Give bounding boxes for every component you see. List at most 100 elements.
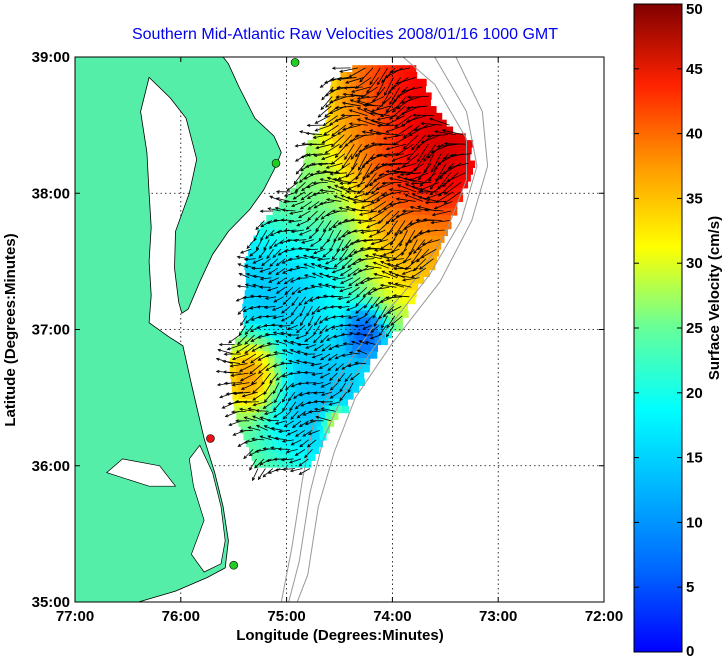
speed-cell xyxy=(355,221,363,230)
velocity-arrow xyxy=(300,191,313,201)
speed-cell xyxy=(244,344,252,352)
velocity-arrow xyxy=(250,353,264,364)
speed-cell xyxy=(350,126,358,134)
velocity-arrow xyxy=(296,220,309,227)
speed-cell xyxy=(276,262,284,271)
speed-cell xyxy=(277,255,285,264)
colorbar xyxy=(633,3,683,653)
speed-cell xyxy=(355,85,363,94)
speed-cell xyxy=(411,283,419,291)
speed-cell xyxy=(337,358,345,366)
velocity-arrow xyxy=(280,218,295,222)
speed-cell xyxy=(364,228,372,237)
velocity-arrow xyxy=(307,201,320,211)
speed-cell xyxy=(292,337,300,346)
velocity-arrow xyxy=(302,360,315,365)
velocity-arrow xyxy=(249,458,257,471)
speed-cell xyxy=(338,317,346,325)
speed-cell xyxy=(376,310,384,318)
velocity-arrow xyxy=(342,92,362,97)
speed-cell xyxy=(334,180,342,189)
velocity-arrow xyxy=(283,191,298,197)
land xyxy=(75,57,282,602)
speed-cell xyxy=(384,262,392,271)
velocity-arrow xyxy=(323,124,339,136)
velocity-arrow xyxy=(263,410,277,415)
speed-cell xyxy=(385,276,393,284)
velocity-arrow xyxy=(327,363,337,371)
velocity-arrow xyxy=(259,285,271,289)
velocity-arrow xyxy=(395,197,416,202)
speed-cell xyxy=(408,296,416,305)
velocity-arrow xyxy=(322,169,340,174)
velocity-arrow xyxy=(318,162,336,166)
velocity-arrow xyxy=(369,67,381,86)
speed-cell xyxy=(306,412,314,421)
speed-cell xyxy=(361,235,369,243)
speed-cell xyxy=(418,208,426,216)
speed-cell xyxy=(418,194,426,203)
velocity-arrow xyxy=(387,281,405,288)
velocity-arrow xyxy=(325,274,339,279)
speed-cell xyxy=(243,433,251,441)
speed-cell xyxy=(390,228,398,237)
speed-cell xyxy=(385,99,393,107)
speed-cell xyxy=(407,146,415,155)
velocity-arrow xyxy=(300,239,314,244)
velocity-arrow xyxy=(375,181,395,190)
speed-cell xyxy=(267,412,275,421)
speed-cell xyxy=(310,208,318,216)
speed-cell xyxy=(250,262,258,271)
speed-cell xyxy=(358,289,366,298)
velocity-arrow xyxy=(281,208,296,212)
speed-cell xyxy=(320,385,328,393)
speed-cell xyxy=(324,364,332,373)
speed-cell xyxy=(438,221,446,230)
velocity-arrow xyxy=(290,306,298,317)
colorbar-tick-label: 10 xyxy=(686,514,703,531)
speed-cell xyxy=(341,283,349,291)
x-tick-label: 74:00 xyxy=(373,608,411,625)
velocity-arrow xyxy=(429,182,447,196)
velocity-arrow xyxy=(313,153,331,158)
velocity-arrow xyxy=(412,113,434,117)
speed-cell xyxy=(346,269,354,277)
speed-cell xyxy=(372,187,380,196)
speed-cell xyxy=(275,242,283,250)
velocity-arrow xyxy=(419,172,437,187)
speed-cell xyxy=(301,262,309,271)
speed-cell xyxy=(368,249,376,257)
speed-cell xyxy=(304,153,312,162)
speed-cell xyxy=(380,215,388,223)
speed-cell xyxy=(364,242,372,250)
speed-cell xyxy=(360,283,368,291)
speed-cell xyxy=(271,255,279,264)
speed-cell xyxy=(391,187,399,196)
speed-cell xyxy=(408,242,416,250)
velocity-arrow xyxy=(322,248,333,258)
velocity-arrow xyxy=(392,96,407,113)
speed-cell xyxy=(304,426,312,434)
speed-cell xyxy=(323,337,331,346)
speed-cell xyxy=(274,371,282,380)
speed-cell xyxy=(256,378,264,386)
speed-cell xyxy=(421,242,429,250)
velocity-arrow xyxy=(381,191,402,197)
velocity-arrow xyxy=(244,283,256,288)
speed-cell xyxy=(350,119,358,128)
speed-cell xyxy=(393,153,401,162)
speed-cell xyxy=(356,358,364,366)
speed-cell xyxy=(310,194,318,203)
speed-cell xyxy=(313,324,321,332)
speed-cell xyxy=(318,358,326,366)
speed-cell xyxy=(245,276,253,284)
velocity-arrow xyxy=(272,248,282,259)
speed-cell xyxy=(336,85,344,94)
velocity-arrow xyxy=(382,248,400,256)
velocity-arrow xyxy=(330,153,346,165)
speed-cell xyxy=(369,133,377,141)
velocity-arrow xyxy=(313,391,325,395)
speed-cell xyxy=(278,235,286,243)
velocity-arrow xyxy=(247,426,261,431)
speed-cell xyxy=(294,317,302,325)
